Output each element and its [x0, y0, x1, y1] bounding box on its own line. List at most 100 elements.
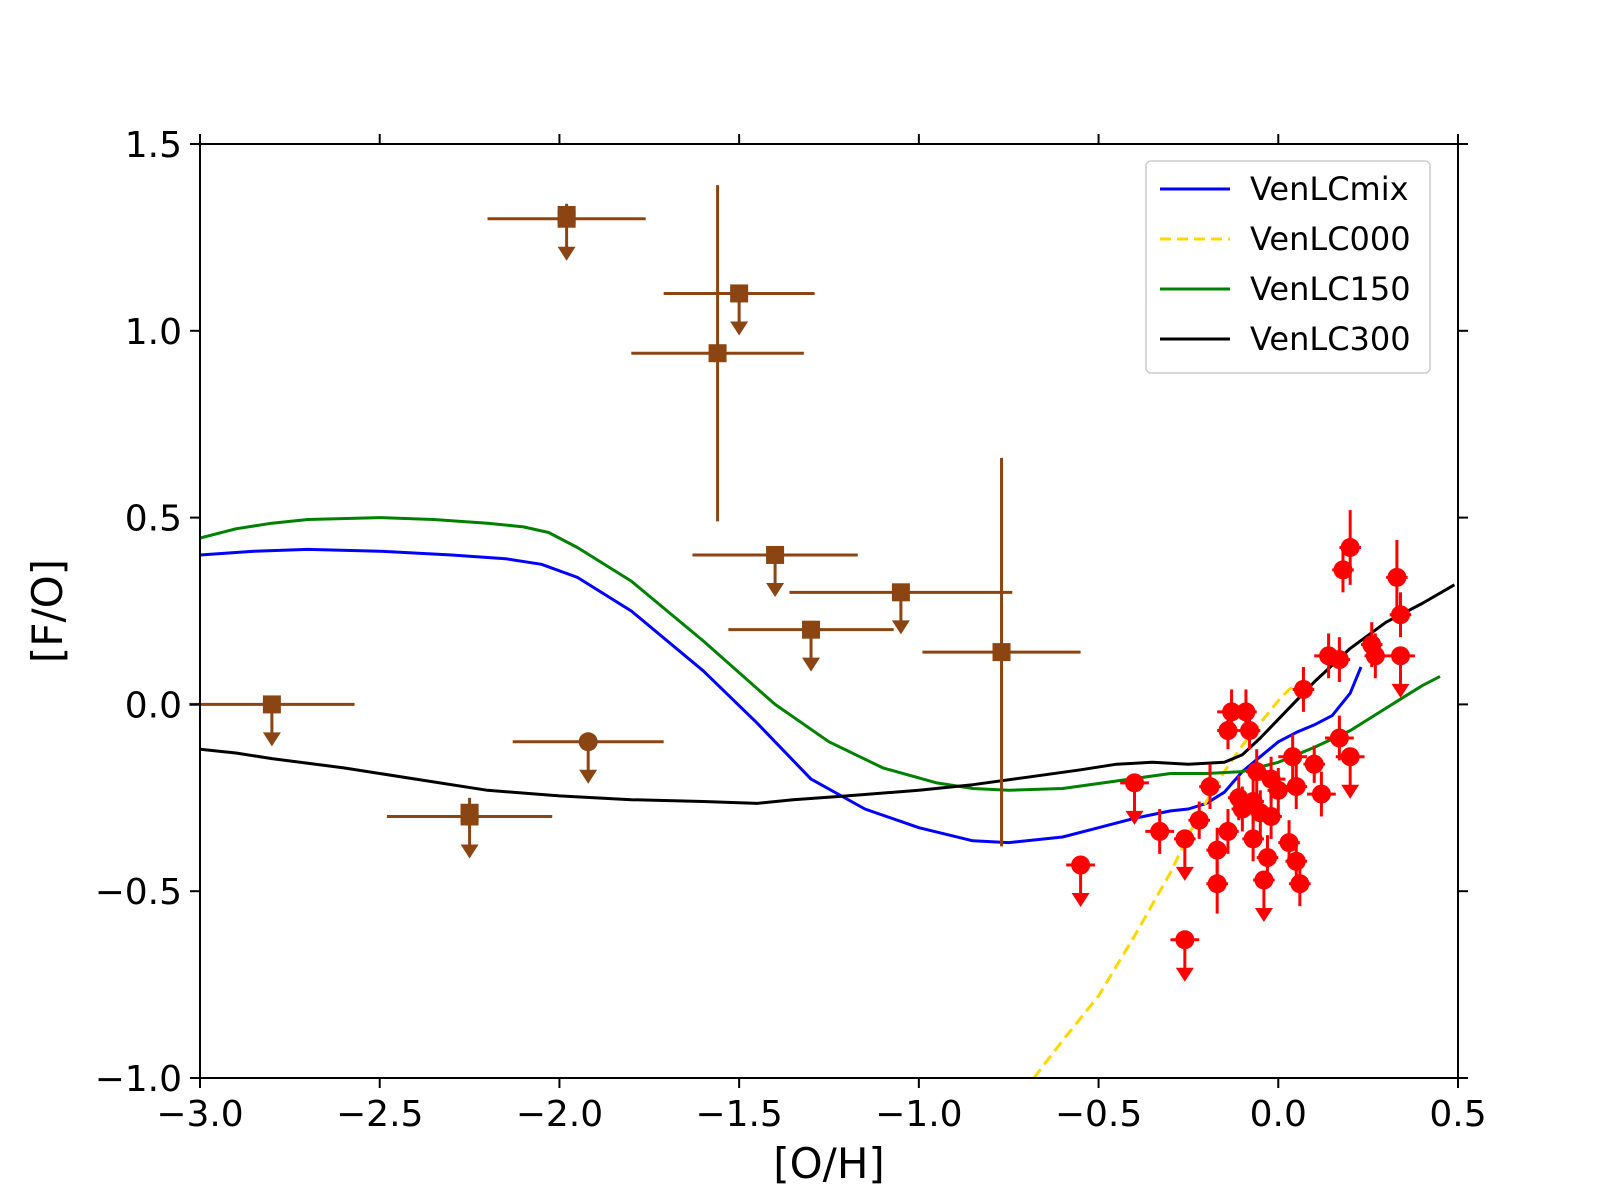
red-marker: [1218, 721, 1238, 741]
brown-limit-arrow: [460, 844, 479, 859]
red-marker: [1329, 650, 1349, 670]
legend: VenLCmix VenLC000 VenLC150 VenLC300: [1145, 160, 1431, 374]
x-tick-label: 0.5: [1429, 1094, 1486, 1135]
red-point: [1289, 861, 1311, 907]
red-point: [1245, 749, 1268, 795]
red-marker: [1247, 762, 1267, 782]
legend-label-venlc300: VenLC300: [1250, 320, 1411, 358]
brown-marker: [766, 545, 785, 564]
red-marker: [1268, 780, 1288, 800]
red-point: [1386, 540, 1408, 615]
y-axis-ticks: −1.0 −0.5 0.0 0.5 1.0 1.5: [95, 125, 1468, 1100]
brown-point: [460, 797, 479, 828]
red-point: [1328, 637, 1351, 682]
brown-limit-arrow: [891, 620, 910, 635]
brown-marker: [802, 620, 821, 639]
red-point: [1307, 771, 1336, 817]
red-point: [1364, 633, 1387, 679]
red-marker: [1286, 851, 1306, 871]
red-point: [1145, 809, 1175, 854]
red-point: [1199, 764, 1221, 810]
red-marker: [1232, 799, 1252, 819]
red-marker: [1283, 747, 1303, 767]
red-marker: [1340, 537, 1360, 557]
brown-marker: [557, 205, 576, 224]
red-point: [1389, 592, 1412, 638]
red-marker: [1254, 870, 1274, 890]
brown-marker: [460, 803, 479, 822]
red-point: [1253, 870, 1275, 922]
brown-point: [692, 545, 858, 597]
red-marker: [1340, 747, 1360, 767]
brown-marker: [992, 643, 1011, 662]
red-point: [1120, 773, 1149, 825]
brown-marker: [708, 344, 727, 363]
y-tick-label: 0.0: [125, 685, 182, 726]
x-tick-label: 0.0: [1250, 1094, 1307, 1135]
red-point: [1332, 547, 1354, 593]
red-point: [1335, 747, 1365, 799]
brown-limit-arrow: [730, 321, 749, 336]
red-point: [1188, 801, 1210, 839]
red-marker: [1207, 874, 1227, 894]
red-point: [1170, 930, 1200, 982]
red-marker: [1240, 721, 1260, 741]
brown-limit-arrow: [557, 246, 576, 261]
brown-point: [557, 203, 576, 227]
red-marker: [1387, 567, 1407, 587]
legend-label-venlcmix: VenLCmix: [1250, 170, 1409, 208]
y-axis-label: [F/O]: [23, 559, 72, 663]
brown-limit-arrow: [766, 582, 785, 597]
red-marker: [1218, 821, 1238, 841]
model-curves: [200, 516, 1456, 1078]
red-point: [1386, 646, 1415, 698]
red-point: [1217, 711, 1239, 750]
brown-point: [512, 732, 664, 784]
legend-label-venlc150: VenLC150: [1250, 270, 1411, 308]
red-marker: [1304, 754, 1324, 774]
red-marker: [1258, 848, 1278, 868]
red-data-points: [1066, 510, 1415, 982]
red-marker: [1207, 840, 1227, 860]
red-marker: [1286, 777, 1306, 797]
red-point: [1267, 767, 1290, 813]
y-tick-label: 0.5: [125, 499, 182, 540]
red-marker: [1279, 833, 1299, 853]
brown-marker: [262, 695, 281, 714]
brown-point: [663, 284, 815, 336]
red-limit-arrow: [1175, 866, 1194, 881]
brown-point: [728, 620, 894, 672]
red-limit-arrow: [1125, 810, 1144, 825]
red-marker: [1311, 784, 1331, 804]
red-limit-arrow: [1071, 893, 1090, 908]
x-tick-label: −3.0: [156, 1094, 243, 1135]
red-marker: [1200, 777, 1220, 797]
y-tick-label: 1.5: [125, 125, 182, 166]
legend-label-venlc000: VenLC000: [1250, 220, 1411, 258]
brown-limit-arrow: [262, 732, 281, 747]
curve-venlc000: [1032, 680, 1301, 1078]
y-tick-label: 1.0: [125, 312, 182, 353]
red-limit-arrow: [1391, 683, 1410, 698]
red-marker: [1175, 930, 1195, 950]
red-limit-arrow: [1254, 907, 1273, 922]
red-point: [1292, 667, 1315, 712]
red-limit-arrow: [1341, 784, 1360, 799]
brown-point: [922, 457, 1081, 847]
red-marker: [1290, 874, 1310, 894]
red-limit-arrow: [1175, 967, 1194, 982]
brown-point: [631, 185, 804, 522]
brown-point: [189, 695, 355, 747]
red-point: [1231, 786, 1254, 832]
red-marker: [1293, 679, 1313, 699]
red-point: [1325, 715, 1354, 761]
x-axis-label: [O/H]: [773, 1139, 885, 1188]
legend-box: [1145, 160, 1431, 374]
red-marker: [1071, 855, 1091, 875]
brown-point: [789, 583, 1013, 635]
x-tick-label: −2.5: [336, 1094, 423, 1135]
curve-venlcmix: [200, 547, 1363, 845]
red-marker: [1243, 829, 1263, 849]
red-point: [1217, 809, 1239, 854]
